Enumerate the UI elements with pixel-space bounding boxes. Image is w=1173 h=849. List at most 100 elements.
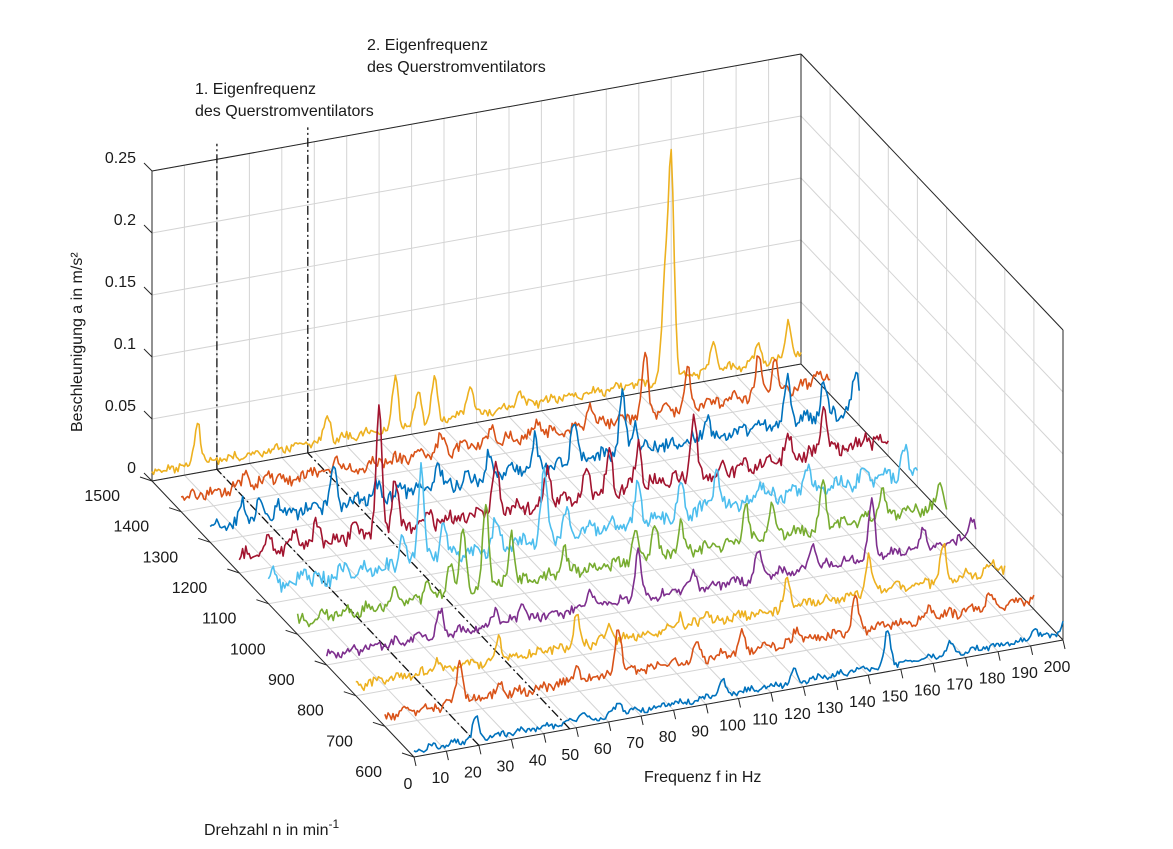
x-tick-label: 120 [784, 706, 811, 723]
floor-gridline [703, 381, 966, 658]
spectrum-line-900 [325, 497, 977, 659]
z-tick-mark [143, 348, 153, 358]
spectrum-line-1500 [151, 148, 802, 476]
y-tick-label: 1000 [230, 641, 266, 658]
x-tick-label: 50 [561, 747, 579, 764]
x-tick-mark [1030, 645, 1034, 656]
y-tick-mark [285, 629, 298, 635]
y-tick-label: 1400 [114, 519, 150, 536]
annotations: 1. Eigenfrequenz des Querstromventilator… [195, 37, 546, 120]
y-tick-mark [198, 537, 211, 543]
annotation-1-line2: des Querstromventilators [195, 103, 374, 120]
spectrum-line-600 [413, 620, 1064, 753]
x-tick-label: 110 [752, 712, 778, 729]
x-tick-mark [705, 704, 709, 714]
side-wall-gridline [800, 115, 1064, 393]
tick-labels: 0 10 20 30 40 50 60 70 80 90 100 110 120 130 140 150 160… [84, 150, 1070, 793]
z-tick-mark [143, 410, 153, 420]
annotation-2-line1: 2. Eigenfrequenz [367, 37, 488, 54]
y-tick-mark [314, 660, 327, 666]
x-tick-mark [445, 750, 449, 761]
spectrum-line-1300 [209, 371, 860, 532]
floor-gridline [638, 392, 902, 670]
y-tick-label: 600 [355, 764, 382, 781]
floor-gridline [181, 394, 831, 513]
y-tick-label: 1100 [202, 611, 237, 628]
back-wall-gridline [151, 301, 802, 420]
x-tick-label: 70 [626, 735, 644, 752]
y-tick-label: 700 [326, 733, 353, 750]
spectrum-line-1000 [296, 479, 948, 628]
x-tick-label: 40 [529, 753, 547, 770]
side-wall-gridline [800, 301, 1064, 579]
x-tick-label: 140 [849, 694, 876, 711]
back-wall-gridline [151, 239, 802, 358]
axis-labels: Frequenz f in Hz Drehzahl n in min-1 Bes… [69, 252, 761, 839]
z-tick-mark [143, 224, 153, 234]
x-tick-mark [867, 674, 871, 685]
floor-gridline [355, 578, 1005, 697]
x-tick-label: 200 [1044, 659, 1071, 676]
y-tick-label: 900 [268, 672, 295, 689]
y-axis-label: Drehzahl n in min-1 [204, 817, 339, 839]
x-tick-mark [738, 698, 741, 708]
floor-gridline [281, 457, 545, 734]
x-tick-mark [900, 669, 904, 679]
x-tick-label: 10 [432, 770, 450, 787]
x-tick-label: 0 [404, 776, 413, 793]
y-tick-label: 1200 [172, 580, 208, 597]
floor-gridline [573, 404, 837, 682]
y-tick-mark [343, 691, 356, 697]
floor-gridline [249, 463, 512, 740]
annotation-1-line1: 1. Eigenfrequenz [195, 81, 316, 98]
x-tick-label: 90 [691, 723, 709, 740]
y-tick-mark [256, 599, 269, 605]
floor-gridline [605, 398, 869, 676]
z-tick-label: 0.2 [114, 212, 136, 229]
z-tick-label: 0 [127, 460, 136, 477]
x-tick-label: 80 [659, 729, 677, 746]
y-tick-mark [401, 752, 415, 758]
x-tick-mark [510, 739, 514, 749]
x-tick-label: 180 [979, 671, 1006, 688]
y-tick-mark [372, 721, 386, 727]
y-tick-mark [227, 568, 240, 574]
spectrum-line-800 [355, 542, 1006, 692]
x-tick-label: 30 [497, 759, 515, 776]
box-edge [151, 363, 802, 482]
side-wall-gridline [800, 177, 1064, 455]
y-tick-mark [168, 507, 182, 513]
x-tick-label: 20 [464, 764, 482, 781]
y-axis-line [151, 480, 415, 758]
x-tick-mark [965, 657, 969, 667]
z-tick-label: 0.05 [105, 398, 136, 415]
spectrum-line-700 [384, 592, 1035, 721]
x-tick-mark [575, 727, 579, 737]
x-tick-mark [770, 692, 774, 702]
x-tick-mark [413, 756, 417, 767]
z-tick-label: 0.15 [105, 274, 136, 291]
x-tick-mark [673, 710, 677, 720]
floor-gridline [411, 433, 674, 711]
x-tick-mark [608, 721, 612, 732]
floor-gridline [184, 474, 447, 752]
x-tick-mark [478, 745, 482, 755]
box-edge [800, 53, 1064, 331]
floor-gridline [268, 486, 918, 605]
x-tick-mark [835, 680, 839, 691]
spectrum-line-1200 [238, 404, 889, 561]
x-tick-mark [932, 663, 936, 673]
x-tick-label: 100 [719, 718, 746, 735]
x-tick-label: 190 [1011, 665, 1038, 682]
spectrum-series [151, 148, 1064, 753]
z-tick-label: 0.25 [105, 150, 136, 167]
floor-grid [151, 363, 1064, 758]
x-tick-label: 160 [914, 682, 941, 699]
x-tick-mark [640, 715, 644, 726]
x-tick-mark [1062, 639, 1066, 650]
x-tick-label: 130 [817, 700, 844, 717]
box-edge [800, 363, 1064, 641]
x-axis-label: Frequenz f in Hz [644, 769, 761, 786]
y-tick-label: 1300 [143, 549, 179, 566]
